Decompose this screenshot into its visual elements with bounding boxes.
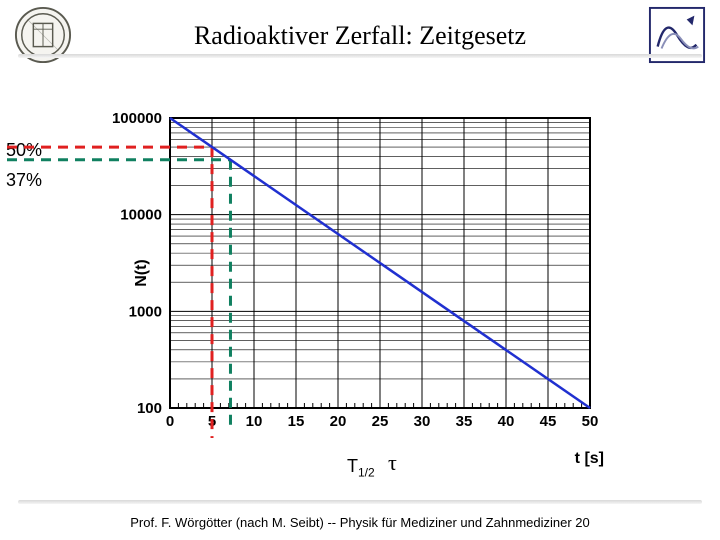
svg-text:100: 100 [137, 400, 162, 417]
tau-annotation: τ [388, 450, 397, 476]
svg-text:20: 20 [330, 413, 347, 430]
svg-text:0: 0 [166, 413, 174, 430]
svg-text:10: 10 [246, 413, 263, 430]
t-half-annotation: T1/2 [347, 456, 375, 480]
decay-chart: 05101520253035404550100100010000100000 N… [170, 118, 590, 428]
page-title: Radioaktiver Zerfall: Zeitgesetz [194, 21, 526, 51]
svg-text:40: 40 [498, 413, 515, 430]
footer-divider [18, 500, 702, 504]
x-axis-label: t [s] [575, 450, 604, 468]
svg-text:15: 15 [288, 413, 305, 430]
percent-label-37: 37% [6, 170, 42, 191]
svg-text:45: 45 [540, 413, 557, 430]
svg-text:1000: 1000 [129, 303, 162, 320]
t-half-subscript: 1/2 [358, 466, 375, 480]
t-half-symbol: T [347, 456, 358, 476]
footer-text: Prof. F. Wörgötter (nach M. Seibt) -- Ph… [0, 515, 720, 530]
svg-text:50: 50 [582, 413, 599, 430]
header-divider [18, 54, 702, 58]
header: Radioaktiver Zerfall: Zeitgesetz [0, 0, 720, 72]
svg-text:25: 25 [372, 413, 389, 430]
svg-text:10000: 10000 [120, 207, 162, 224]
y-axis-label: N(t) [133, 259, 151, 287]
svg-text:35: 35 [456, 413, 473, 430]
percent-label-50: 50% [6, 140, 42, 161]
svg-text:100000: 100000 [112, 110, 162, 127]
svg-text:30: 30 [414, 413, 431, 430]
